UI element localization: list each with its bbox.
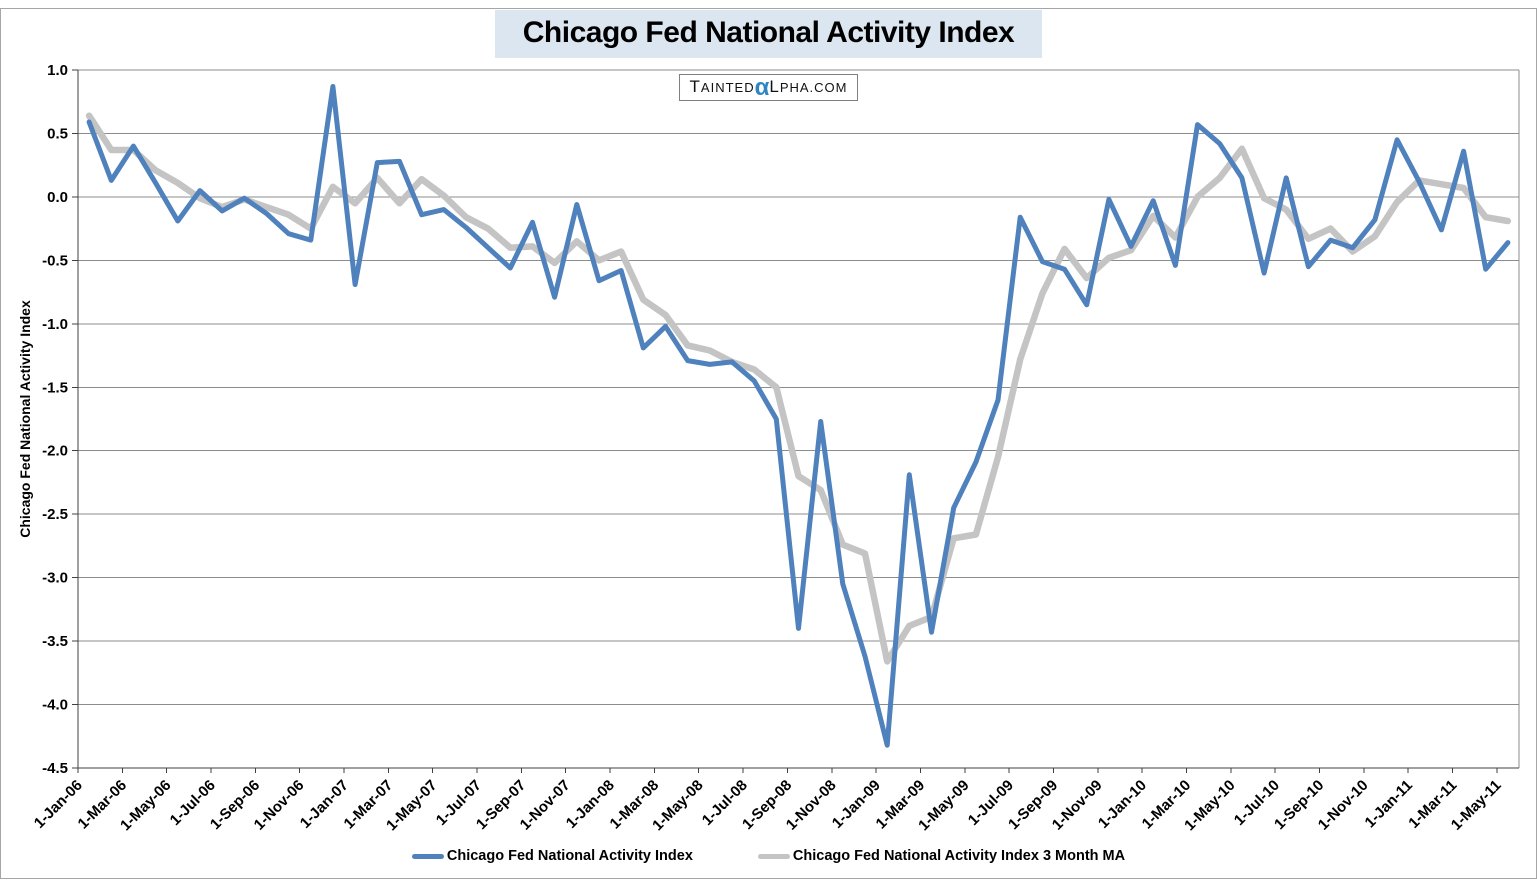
y-axis-title: Chicago Fed National Activity Index [17, 300, 33, 538]
legend-swatch [411, 853, 444, 859]
site-logo: TAINTEDαLPHA.COM [678, 74, 859, 101]
line-chart: 1.0 0.5 0.0 -0.5 -1.0 -1.5 -2.0 -2.5 -3.0 -3.5 -4.… [17, 62, 1520, 834]
y-tick-label: 0.0 [47, 189, 68, 206]
y-tick-label: -0.5 [42, 252, 68, 269]
y-tick-label: -3.0 [42, 570, 68, 587]
series-line-ma3 [85, 112, 1512, 665]
chart-frame [0, 8, 1537, 879]
logo-text-suffix: LPHA.COM [769, 77, 848, 96]
y-tick-label: -1.0 [42, 316, 68, 333]
logo-alpha-glyph: α [754, 74, 770, 101]
chart-title: Chicago Fed National Activity Index [494, 10, 1043, 58]
chart-legend: Chicago Fed National Activity Index Chica… [0, 848, 1537, 864]
y-tick-label: -1.5 [42, 379, 68, 396]
legend-label: Chicago Fed National Activity Index [446, 848, 693, 864]
legend-label: Chicago Fed National Activity Index 3 Mo… [792, 848, 1126, 864]
y-tick-label: -4.5 [42, 760, 68, 777]
logo-text-prefix: TAINTED [689, 77, 755, 96]
y-tick-label: -4.0 [42, 697, 68, 714]
y-tick-label: 0.5 [47, 125, 68, 142]
y-tick-label: -3.5 [42, 633, 68, 650]
legend-swatch [757, 853, 790, 859]
y-tick-label: 1.0 [47, 62, 68, 79]
legend-item: Chicago Fed National Activity Index [411, 848, 693, 864]
y-tick-label: -2.0 [42, 443, 68, 460]
y-tick-label: -2.5 [42, 506, 68, 523]
series-line-cfnai [86, 84, 1511, 748]
legend-item: Chicago Fed National Activity Index 3 Mo… [757, 848, 1126, 864]
title-bar: Chicago Fed National Activity Index [0, 10, 1537, 58]
